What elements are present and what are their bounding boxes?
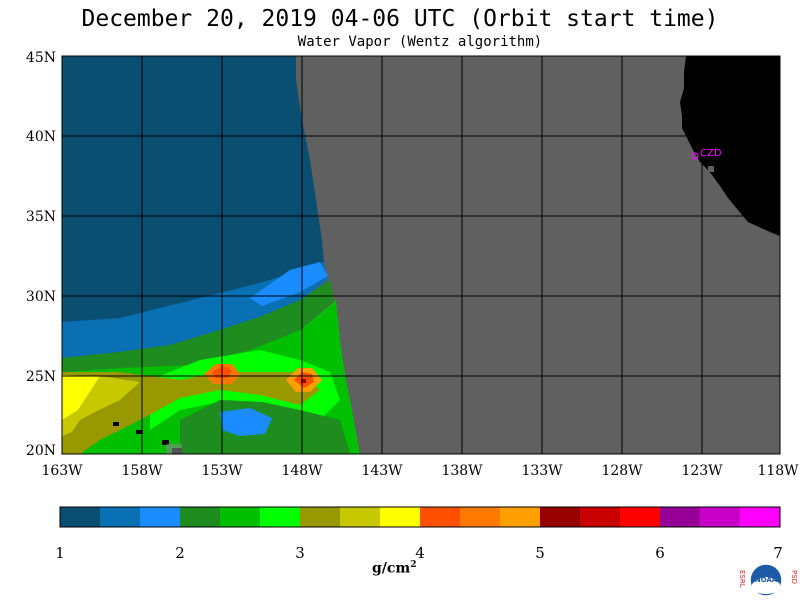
logo-right-letters: PSD <box>790 570 798 584</box>
lat-lon-grid <box>62 56 780 454</box>
noaa-emblem-wave-icon <box>752 577 780 594</box>
lat-label: 20N <box>26 443 56 459</box>
colorbar-tick-label: 2 <box>175 544 185 562</box>
island-oahu <box>136 430 143 434</box>
lon-label: 118W <box>757 463 799 479</box>
water-vapor-field-green-band <box>62 280 334 372</box>
colorbar-swatch <box>660 507 701 527</box>
colorbar-swatch <box>100 507 141 527</box>
noaa-emblem-text: NOAA <box>755 576 778 584</box>
lon-label: 133W <box>521 463 563 479</box>
lon-label: 138W <box>441 463 483 479</box>
colorbar-swatch <box>380 507 421 527</box>
noaa-esrl-psd-logo: ESRL NOAA PSD <box>738 563 798 597</box>
colorbar-swatch <box>740 507 781 527</box>
water-vapor-field-blue-patch <box>220 408 272 436</box>
colorbar-tick-label: 6 <box>655 544 665 562</box>
colorbar-swatch <box>580 507 621 527</box>
colorbar-swatch <box>620 507 661 527</box>
colorbar-swatch <box>540 507 581 527</box>
colorbar-tick-label: 1 <box>55 544 65 562</box>
lat-label: 30N <box>26 289 56 305</box>
water-vapor-field-mid-blue <box>62 262 328 358</box>
station-label: CZD <box>700 148 722 159</box>
colorbar-tick-label: 3 <box>295 544 305 562</box>
colorbar-swatch <box>460 507 501 527</box>
colorbar-swatch <box>140 507 181 527</box>
map-border <box>61 55 781 455</box>
island-kauai <box>113 422 119 426</box>
water-vapor-field-yellow <box>62 375 100 420</box>
lat-label: 35N <box>26 209 56 225</box>
colorbar-tick-label: 7 <box>773 544 783 562</box>
colorbar-swatch <box>700 507 741 527</box>
colorbar-swatch <box>260 507 301 527</box>
lon-label: 158W <box>121 463 163 479</box>
water-vapor-max-pixel <box>301 379 306 383</box>
island-maui <box>162 440 169 445</box>
station-marker <box>691 152 699 160</box>
colorbar-swatch <box>180 507 221 527</box>
water-vapor-field-light-blue <box>250 262 328 306</box>
colorbar <box>60 507 781 527</box>
colorbar-border <box>59 506 781 528</box>
colorbar-tick-label: 5 <box>535 544 545 562</box>
map-subtitle: Water Vapor (Wentz algorithm) <box>297 34 543 50</box>
logo-left-letters: ESRL <box>738 570 746 588</box>
colorbar-tick-label: 4 <box>415 544 425 562</box>
lat-label: 40N <box>26 129 56 145</box>
land-speckle <box>166 444 182 454</box>
lon-axis: 163W 158W 153W 148W 143W 138W 133W 128W … <box>41 463 799 479</box>
lon-label: 153W <box>201 463 243 479</box>
coastline-landmass <box>680 56 780 236</box>
lon-label: 128W <box>601 463 643 479</box>
map-panel <box>62 56 780 454</box>
colorbar-swatch <box>420 507 461 527</box>
colorbar-swatch <box>60 507 101 527</box>
coastline-bay-notch <box>708 166 714 172</box>
colorbar-swatch <box>300 507 341 527</box>
colorbar-swatch <box>220 507 261 527</box>
lon-label: 123W <box>681 463 723 479</box>
water-vapor-field-khaki <box>62 376 140 436</box>
water-vapor-field-dark <box>62 56 324 322</box>
colorbar-unit: g/cm2 <box>372 560 417 577</box>
lat-label: 25N <box>26 369 56 385</box>
colorbar-swatch <box>340 507 381 527</box>
lat-axis: 45N 40N 35N 30N 25N 20N <box>26 50 56 459</box>
lon-label: 143W <box>361 463 403 479</box>
lon-label: 163W <box>41 463 83 479</box>
lat-label: 45N <box>26 50 56 66</box>
map-title: December 20, 2019 04-06 UTC (Orbit start… <box>81 6 719 32</box>
colorbar-swatch <box>500 507 541 527</box>
lon-label: 148W <box>281 463 323 479</box>
colorbar-ticks: 1 2 3 4 5 6 7 <box>55 544 783 562</box>
